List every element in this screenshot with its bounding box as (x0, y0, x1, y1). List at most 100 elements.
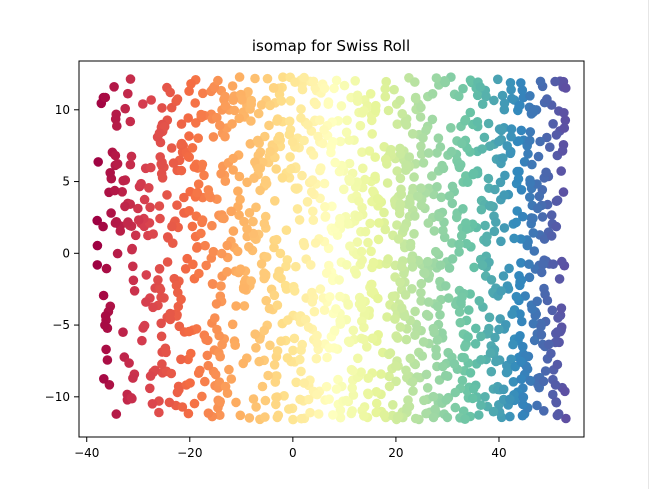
scatter-point (536, 267, 547, 278)
scatter-point (213, 75, 223, 86)
scatter-point (136, 178, 146, 189)
scatter-point (235, 410, 246, 421)
scatter-point (291, 377, 302, 388)
scatter-point (359, 322, 369, 333)
scatter-point (334, 219, 345, 229)
scatter-point (469, 262, 479, 273)
scatter-point (256, 100, 267, 110)
scatter-point (490, 184, 500, 195)
scatter-point (370, 105, 381, 116)
scatter-point (344, 158, 355, 169)
scatter-point (517, 85, 528, 95)
scatter-point (527, 159, 537, 170)
scatter-point (246, 99, 256, 109)
scatter-point (254, 356, 264, 367)
scatter-point (419, 395, 429, 406)
scatter-point (476, 355, 486, 365)
scatter-point (441, 281, 451, 291)
scatter-point (507, 309, 517, 320)
scatter-point (457, 292, 467, 303)
scatter-point (468, 168, 479, 179)
scatter-point (324, 343, 335, 353)
scatter-point (532, 203, 543, 214)
scatter-point (215, 410, 225, 421)
scatter-point (436, 192, 447, 203)
scatter-point (541, 167, 551, 178)
scatter-point (251, 202, 261, 213)
scatter-point (513, 174, 524, 184)
scatter-point (198, 88, 208, 99)
scatter-point (244, 242, 254, 252)
scatter-point (395, 199, 406, 209)
scatter-point (343, 299, 353, 309)
scatter-point (405, 198, 415, 208)
scatter-point (196, 162, 207, 173)
scatter-point (454, 307, 465, 317)
scatter-point (226, 206, 236, 217)
scatter-point (536, 330, 547, 340)
scatter-point (174, 385, 184, 395)
y-tick-label: 0 (62, 246, 70, 260)
scatter-point (202, 350, 213, 361)
scatter-point (467, 393, 478, 404)
scatter-point (215, 351, 225, 362)
scatter-point (397, 109, 408, 119)
scatter-point (203, 360, 214, 371)
scatter-point (525, 178, 535, 188)
scatter-point (409, 229, 419, 239)
scatter-point (335, 319, 346, 330)
scatter-point (289, 286, 300, 296)
scatter-point (144, 183, 154, 193)
scatter-point (479, 132, 490, 143)
scatter-point (235, 264, 246, 275)
scatter-point (367, 279, 377, 290)
scatter-point (208, 132, 219, 142)
scatter-point (167, 221, 177, 232)
scatter-point (201, 260, 211, 271)
scatter-point (483, 173, 494, 184)
scatter-point (162, 190, 172, 200)
scatter-point (528, 107, 538, 118)
scatter-point (285, 96, 296, 106)
scatter-point (557, 146, 568, 156)
scatter-point (352, 237, 363, 247)
scatter-point (216, 281, 226, 291)
scatter-point (495, 177, 506, 188)
scatter-point (290, 183, 301, 194)
scatter-point (560, 115, 571, 126)
scatter-point (306, 260, 316, 270)
scatter-point (552, 410, 563, 421)
scatter-point (416, 149, 427, 159)
scatter-point (157, 103, 167, 113)
scatter-point (444, 263, 455, 273)
scatter-point (263, 370, 273, 381)
scatter-point (271, 392, 281, 403)
scatter-point (405, 241, 416, 252)
scatter-point (460, 116, 470, 126)
scatter-point (197, 215, 208, 225)
scatter-point (544, 339, 554, 350)
scatter-point (312, 330, 322, 341)
scatter-point (516, 185, 527, 195)
scatter-point (120, 201, 130, 212)
scatter-point (137, 335, 147, 346)
scatter-point (525, 192, 535, 202)
scatter-point (410, 413, 421, 424)
scatter-point (539, 406, 549, 416)
scatter-point (176, 138, 187, 149)
scatter-point (374, 218, 384, 228)
scatter-point (319, 305, 330, 316)
scatter-point (383, 254, 393, 264)
scatter-point (133, 203, 143, 214)
scatter-point (461, 238, 472, 249)
scatter-point (484, 323, 494, 334)
scatter-point (551, 130, 562, 140)
scatter-point (353, 196, 364, 206)
scatter-point (311, 99, 321, 110)
scatter-point (308, 150, 319, 160)
scatter-point (511, 217, 521, 228)
scatter-point (362, 342, 372, 352)
scatter-point (281, 261, 291, 272)
scatter-point (329, 325, 340, 336)
scatter-point (481, 91, 491, 102)
